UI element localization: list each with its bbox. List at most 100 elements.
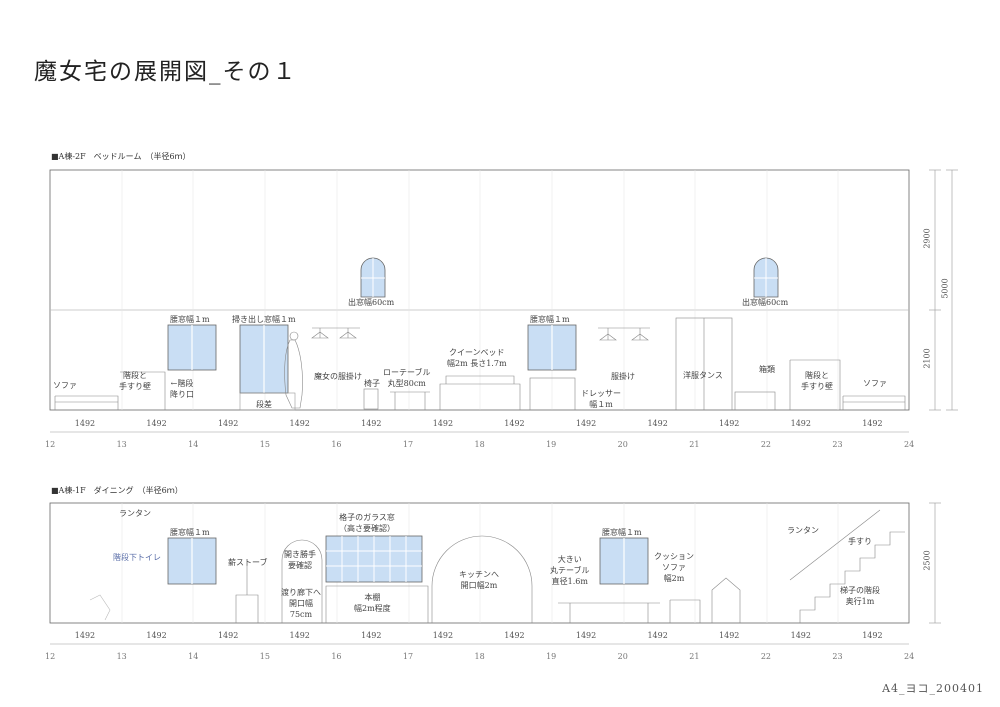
grid-number: 21 <box>689 652 700 661</box>
label-cushion-sofa: クッション ソファ 幅2m <box>654 552 694 583</box>
label-bay-window: 掃き出し窓幅１m <box>232 315 296 324</box>
span-label: 1492 <box>289 631 310 640</box>
label-corridor: 渡り廊下へ 開口幅 75cm <box>281 588 321 619</box>
page-title: 魔女宅の展開図_その１ <box>34 59 298 85</box>
low-table-shape <box>390 391 430 410</box>
grid-number: 15 <box>259 440 270 449</box>
grid-number: 17 <box>402 440 414 449</box>
label-sofa-right: ソファ <box>863 379 887 388</box>
stair-rail-shape <box>789 359 841 410</box>
grid-number: 23 <box>832 440 843 449</box>
elevation-1f <box>49 502 910 624</box>
grid-number: 13 <box>116 440 127 449</box>
span-label: 1492 <box>504 631 525 640</box>
grid-number: 15 <box>259 652 270 661</box>
grid-number: 21 <box>689 440 700 449</box>
span-label: 1492 <box>217 631 239 640</box>
label-wood-stove: 薪ストーブ <box>228 558 268 567</box>
label-lattice-window: 格子のガラス窓 （高さ要確認） <box>339 513 395 533</box>
dresser-shape <box>529 377 576 411</box>
grid-number: 20 <box>617 440 628 449</box>
waist-window-1f-right <box>599 537 649 585</box>
grid-number: 12 <box>45 652 56 661</box>
dim-5000: 5000 <box>940 278 950 299</box>
span-label: 1492 <box>790 419 811 428</box>
grid-number: 16 <box>331 440 342 449</box>
label-handrail: 手すり <box>848 537 872 546</box>
label-under-stair-toilet: 階段下トイレ <box>113 553 161 562</box>
dim-2100: 2100 <box>922 348 932 369</box>
grid-number: 19 <box>546 440 557 449</box>
span-label: 1492 <box>504 419 525 428</box>
rack-shape <box>598 327 650 341</box>
boxes-shape <box>734 391 776 411</box>
label-to-kitchen: キッチンへ 開口幅2m <box>459 570 499 590</box>
span-label: 1492 <box>719 419 740 428</box>
section-heading-2f: ■A棟-2F ベッドルーム （半径6ｍ） <box>51 152 191 161</box>
dormer-window-right <box>753 257 779 298</box>
sofa-right-shape <box>842 395 906 410</box>
label-window2-1f: 腰窓幅１m <box>602 528 642 537</box>
label-clothes-rack: 服掛け <box>611 372 635 381</box>
grid-number: 16 <box>331 652 342 661</box>
grid-number: 18 <box>474 652 485 661</box>
dim-lines-2f <box>929 169 958 411</box>
grid-number: 13 <box>116 652 127 661</box>
bookshelf-shape <box>325 585 429 623</box>
grid-number: 23 <box>832 652 843 661</box>
span-label: 1492 <box>575 419 597 428</box>
cushion-sofa-shape <box>669 599 701 623</box>
label-sofa-left: ソファ <box>53 381 77 390</box>
bed-shape <box>439 375 521 411</box>
grid-number: 22 <box>760 440 772 449</box>
dim-2500: 2500 <box>922 550 932 571</box>
span-label: 1492 <box>432 631 454 640</box>
label-lantern-right: ランタン <box>787 526 819 535</box>
chair-shape <box>363 388 379 410</box>
waist-window-1f-left <box>167 537 217 585</box>
grid-number: 12 <box>45 440 56 449</box>
span-label: 1492 <box>146 631 167 640</box>
grid-number: 14 <box>188 440 199 449</box>
grid-number: 20 <box>617 652 628 661</box>
span-label: 1492 <box>862 631 883 640</box>
label-queen-bed: クイーンベッド 幅2m 長さ1.7m <box>447 348 507 368</box>
kitchen-arch-shape <box>431 535 533 623</box>
span-label: 1492 <box>432 419 454 428</box>
span-label: 1492 <box>146 419 167 428</box>
grid-number: 19 <box>546 652 557 661</box>
label-sliding-door: 開き勝手 要確認 <box>284 550 316 570</box>
waist-window-left <box>167 324 217 371</box>
label-dormer-left: 出窓幅60cm <box>348 298 395 307</box>
grid-number: 14 <box>188 652 199 661</box>
label-boxes: 箱類 <box>759 365 775 374</box>
lattice-glass-window <box>325 535 423 583</box>
dim-2900: 2900 <box>922 228 932 249</box>
label-ladder-stair: 梯子の階段 奥行1m <box>840 586 880 606</box>
label-window2-2f: 腰窓幅１m <box>530 315 570 324</box>
span-label: 1492 <box>74 419 96 428</box>
label-stair-rail-left: 階段と 手すり壁 <box>119 371 151 391</box>
label-window1-2f: 腰窓幅１m <box>170 315 210 324</box>
footer-code: A4_ヨコ_200401 <box>882 682 984 695</box>
span-label: 1492 <box>647 419 668 428</box>
span-label: 1492 <box>719 631 740 640</box>
grid-number: 18 <box>474 440 485 449</box>
furniture-2f <box>54 317 906 411</box>
clothes-hanger-shape <box>311 327 360 339</box>
grid-lines-2f <box>121 170 839 410</box>
span-label: 1492 <box>361 631 382 640</box>
arched-door-shape <box>281 539 323 623</box>
bay-window <box>239 324 296 411</box>
dormer-window-left <box>360 257 386 298</box>
ladder-stair-shape <box>789 509 905 623</box>
span-label: 1492 <box>74 631 96 640</box>
grid-number: 24 <box>904 652 915 661</box>
grid-number: 22 <box>760 652 772 661</box>
label-witch-clothes: 魔女の服掛け <box>314 372 362 381</box>
span-label: 1492 <box>217 419 239 428</box>
elevation-2f <box>49 169 910 411</box>
label-dormer-right: 出窓幅60cm <box>742 298 789 307</box>
stove-shape <box>235 565 259 623</box>
grid-number: 17 <box>402 652 414 661</box>
